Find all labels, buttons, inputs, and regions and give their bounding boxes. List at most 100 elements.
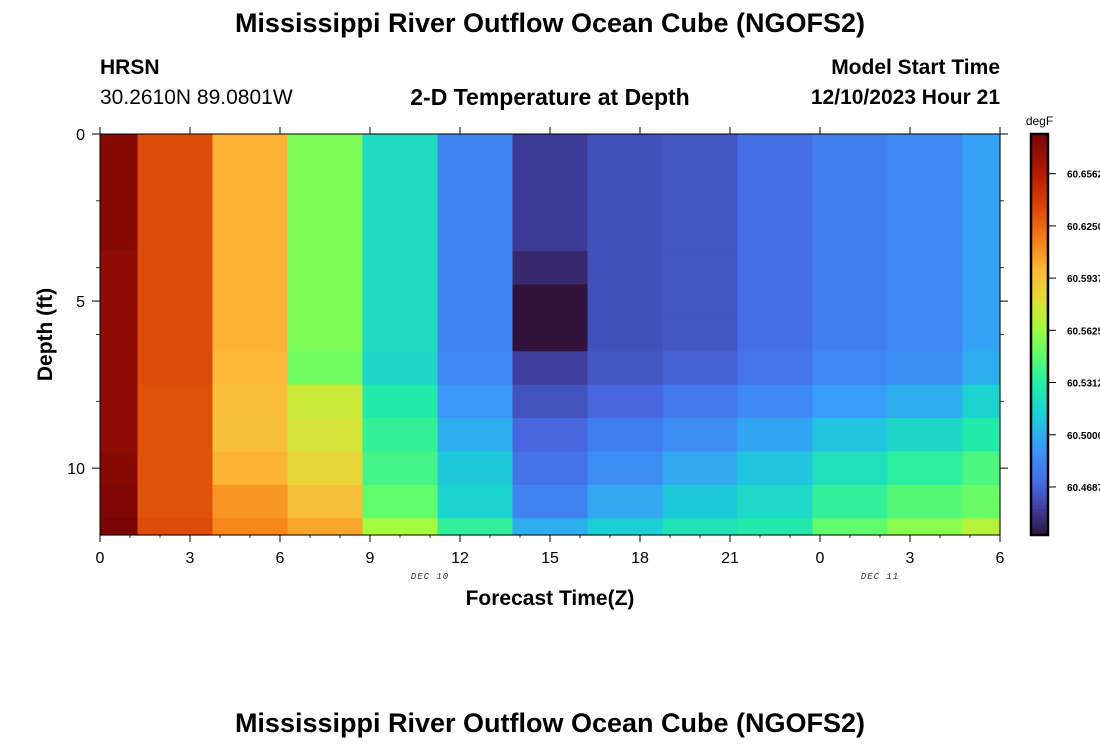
colorbar-segment bbox=[1031, 311, 1048, 316]
colorbar-segment bbox=[1031, 424, 1048, 429]
heatmap-cell bbox=[512, 384, 589, 419]
heatmap-cell bbox=[212, 284, 289, 319]
date-label: DEC 11 bbox=[861, 572, 899, 582]
colorbar-segment bbox=[1031, 257, 1048, 262]
heatmap-cell bbox=[212, 317, 289, 352]
colorbar-segment bbox=[1031, 250, 1048, 255]
colorbar-segment bbox=[1031, 247, 1048, 252]
model-start-value: 12/10/2023 Hour 21 bbox=[810, 86, 1000, 109]
colorbar-segment bbox=[1031, 287, 1048, 292]
colorbar-segment bbox=[1031, 504, 1048, 509]
heatmap-cell bbox=[437, 484, 514, 519]
colorbar-segment bbox=[1031, 180, 1048, 185]
colorbar-segment bbox=[1031, 281, 1048, 285]
colorbar-segment bbox=[1031, 324, 1048, 329]
heatmap-cell bbox=[137, 418, 214, 453]
heatmap-cell bbox=[812, 418, 889, 453]
colorbar-segment bbox=[1031, 177, 1048, 182]
colorbar-segment bbox=[1031, 190, 1048, 195]
colorbar-segment bbox=[1031, 150, 1048, 155]
colorbar-segment bbox=[1031, 471, 1048, 476]
heatmap-cell bbox=[212, 351, 289, 386]
colorbar-segment bbox=[1031, 237, 1048, 242]
heatmap-cell bbox=[362, 351, 439, 386]
heatmap-cell bbox=[962, 384, 1001, 419]
colorbar-segment bbox=[1031, 354, 1048, 359]
heatmap-cell bbox=[512, 451, 589, 486]
colorbar-segment bbox=[1031, 374, 1048, 379]
heatmap-cell bbox=[287, 351, 364, 386]
colorbar-segment bbox=[1031, 140, 1048, 145]
heatmap-cell bbox=[887, 484, 964, 519]
colorbar-segment bbox=[1031, 224, 1048, 229]
heatmap-cell bbox=[812, 317, 889, 352]
heatmap-cell bbox=[437, 317, 514, 352]
colorbar-segment bbox=[1031, 518, 1048, 523]
colorbar-segment bbox=[1031, 441, 1048, 446]
heatmap-cell bbox=[100, 134, 139, 252]
colorbar-segment bbox=[1031, 421, 1048, 426]
heatmap-cell bbox=[512, 317, 589, 352]
station-id: HRSN bbox=[100, 56, 160, 79]
colorbar-frame bbox=[1029, 132, 1050, 537]
heatmap-cell bbox=[137, 384, 214, 419]
colorbar-tick-label: 60.56250 bbox=[1067, 326, 1100, 337]
colorbar-segment bbox=[1031, 401, 1048, 406]
heatmap-cell bbox=[962, 351, 1001, 386]
colorbar-segment bbox=[1031, 481, 1048, 486]
colorbar-segment bbox=[1031, 291, 1048, 295]
heatmap-cell bbox=[962, 418, 1001, 453]
heatmap-cell bbox=[887, 134, 964, 252]
colorbar-segment bbox=[1031, 167, 1048, 172]
colorbar-segment bbox=[1031, 387, 1048, 392]
heatmap-cell bbox=[662, 317, 739, 352]
heatmap-cell bbox=[287, 284, 364, 319]
x-tick-label: 0 bbox=[96, 550, 105, 567]
colorbar-segment bbox=[1031, 484, 1048, 489]
heatmap-cell bbox=[887, 451, 964, 486]
colorbar-segment bbox=[1031, 200, 1048, 205]
colorbar-segment bbox=[1031, 367, 1048, 372]
colorbar-segment bbox=[1031, 144, 1048, 148]
x-tick-label: 9 bbox=[366, 550, 375, 567]
colorbar-segment bbox=[1031, 164, 1048, 169]
heatmap-cell bbox=[512, 518, 589, 536]
heatmap-cell bbox=[362, 284, 439, 319]
heatmap-cell bbox=[137, 284, 214, 319]
colorbar-segment bbox=[1031, 331, 1048, 336]
heatmap-cell bbox=[212, 484, 289, 519]
colorbar-segment bbox=[1031, 397, 1048, 402]
chart-axes: 0 3 6 9 12 15 18 21 0 3 6 DEC 10 DEC 11 Forecast Time… bbox=[34, 127, 1008, 610]
x-tick-label: 15 bbox=[541, 550, 559, 567]
heatmap-cell bbox=[962, 518, 1001, 536]
colorbar-segment bbox=[1031, 314, 1048, 319]
heatmap-cell bbox=[437, 451, 514, 486]
colorbar-segment bbox=[1031, 404, 1048, 409]
heatmap-cell bbox=[362, 484, 439, 519]
colorbar-segment bbox=[1031, 521, 1048, 526]
heatmap-cell bbox=[737, 418, 814, 453]
heatmap-cell bbox=[512, 351, 589, 386]
heatmap-cells bbox=[100, 134, 1001, 536]
heatmap-cell bbox=[962, 484, 1001, 519]
colorbar-segment bbox=[1031, 301, 1048, 306]
colorbar-segment bbox=[1031, 434, 1048, 439]
heatmap-cell bbox=[362, 418, 439, 453]
x-tick-label: 6 bbox=[996, 550, 1005, 567]
heatmap-cell bbox=[512, 418, 589, 453]
colorbar-segment bbox=[1031, 240, 1048, 245]
heatmap-cell bbox=[737, 250, 814, 285]
colorbar-segment bbox=[1031, 508, 1048, 513]
heatmap-cell bbox=[512, 484, 589, 519]
heatmap-cell bbox=[962, 451, 1001, 486]
heatmap-cell bbox=[662, 250, 739, 285]
heatmap-cell bbox=[887, 284, 964, 319]
heatmap-cell bbox=[100, 418, 139, 453]
heatmap-cell bbox=[100, 284, 139, 319]
colorbar-segment bbox=[1031, 474, 1048, 479]
heatmap-cell bbox=[287, 518, 364, 536]
x-tick-label: 3 bbox=[906, 550, 915, 567]
heatmap-cell bbox=[587, 250, 664, 285]
heatmap-cell bbox=[812, 284, 889, 319]
